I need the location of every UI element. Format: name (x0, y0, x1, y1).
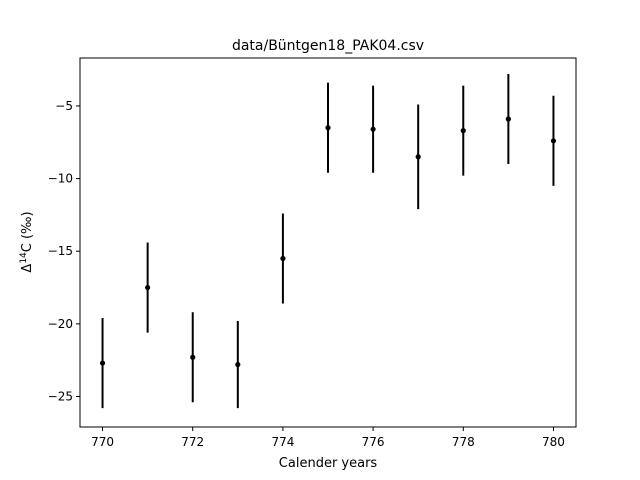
data-point (460, 128, 466, 134)
data-point (280, 255, 286, 262)
data-point (325, 125, 331, 131)
x-axis-label: Calender years (279, 456, 378, 471)
data-point (370, 126, 376, 132)
y-tick-label: −5 (55, 99, 73, 113)
data-point (145, 284, 151, 291)
x-tick-label: 780 (542, 435, 565, 449)
y-axis-label-superscript: 14 (19, 252, 29, 264)
y-axis-label-delta: Δ (20, 264, 35, 273)
y-axis-label: Δ14C (‰) (19, 211, 35, 272)
y-axis-label-rest: C (‰) (20, 211, 35, 252)
x-tick-label: 774 (271, 435, 294, 449)
y-tick-label: −10 (48, 172, 73, 186)
data-point (235, 361, 241, 368)
x-tick-label: 770 (91, 435, 114, 449)
x-tick-label: 776 (362, 435, 385, 449)
data-point (190, 354, 196, 360)
y-tick-label: −25 (48, 389, 73, 403)
plot-area (99, 73, 557, 409)
y-tick-label: −20 (48, 317, 73, 331)
y-axis: −25 −20 −15 −10 −5 (48, 99, 80, 403)
data-point (550, 138, 557, 144)
data-point (505, 116, 511, 122)
x-tick-label: 778 (452, 435, 475, 449)
data-point (99, 360, 106, 366)
y-tick-label: −15 (48, 244, 73, 258)
x-axis: 770 772 774 776 778 780 (91, 427, 565, 449)
plot-frame (79, 57, 577, 428)
x-tick-label: 772 (181, 435, 204, 449)
data-point (415, 154, 421, 160)
chart-title: data/Büntgen18_PAK04.csv (232, 38, 424, 54)
